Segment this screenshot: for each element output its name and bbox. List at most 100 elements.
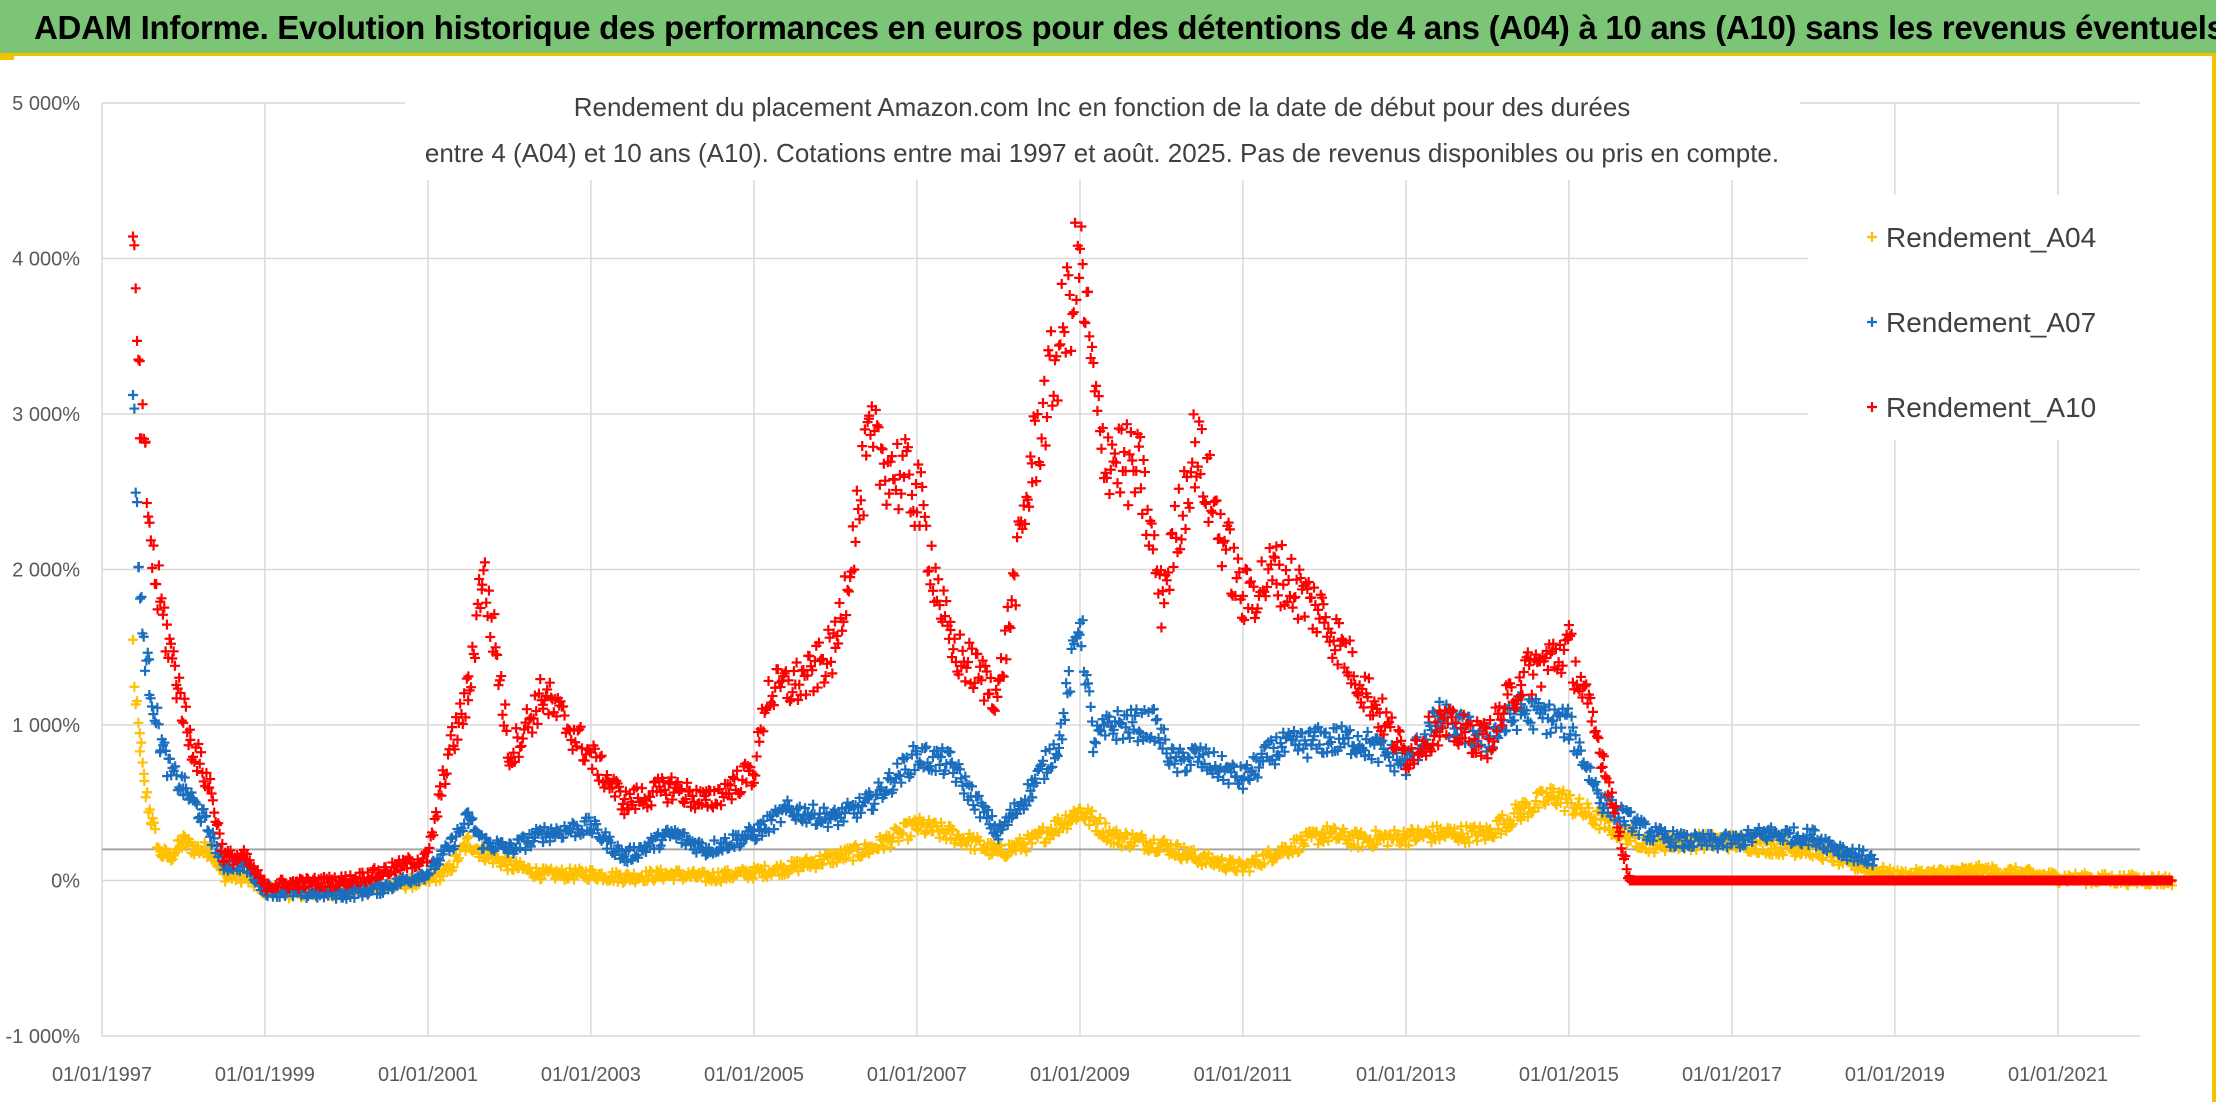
data-point bbox=[1419, 729, 1430, 740]
data-point bbox=[1514, 672, 1525, 683]
data-point bbox=[1256, 556, 1267, 567]
data-point bbox=[1032, 409, 1043, 420]
data-point bbox=[1063, 270, 1074, 281]
data-point bbox=[1616, 843, 1627, 854]
data-point bbox=[1373, 756, 1384, 767]
data-point bbox=[1043, 345, 1054, 356]
data-point bbox=[1010, 600, 1021, 611]
data-point bbox=[1540, 705, 1551, 716]
data-point bbox=[1803, 840, 1814, 851]
data-point bbox=[1457, 733, 1468, 744]
data-point bbox=[140, 436, 151, 447]
data-point bbox=[977, 655, 988, 666]
legend-label: Rendement_A04 bbox=[1886, 222, 2096, 253]
data-point bbox=[160, 745, 171, 756]
data-point bbox=[1574, 793, 1585, 804]
data-point bbox=[1382, 840, 1393, 851]
data-point bbox=[1366, 754, 1377, 765]
data-point bbox=[1158, 724, 1169, 735]
data-point bbox=[1778, 835, 1789, 846]
data-point bbox=[902, 442, 913, 453]
x-tick-label: 01/01/2007 bbox=[867, 1064, 967, 1086]
data-point bbox=[989, 820, 1000, 831]
data-point bbox=[864, 410, 875, 421]
data-point bbox=[192, 765, 203, 776]
data-point bbox=[471, 610, 482, 621]
data-point bbox=[1498, 708, 1509, 719]
data-point bbox=[1566, 628, 1577, 639]
data-point bbox=[1171, 532, 1182, 543]
data-point bbox=[283, 883, 294, 894]
data-point bbox=[1353, 690, 1364, 701]
data-point bbox=[1453, 739, 1464, 750]
data-point bbox=[954, 764, 965, 775]
data-point bbox=[1495, 714, 1506, 725]
data-point bbox=[1406, 743, 1417, 754]
data-point bbox=[1469, 733, 1480, 744]
data-point bbox=[1252, 603, 1263, 614]
data-point bbox=[921, 520, 932, 531]
data-point bbox=[935, 752, 946, 763]
data-point bbox=[967, 781, 978, 792]
data-point bbox=[1184, 753, 1195, 764]
data-point bbox=[1685, 836, 1696, 847]
data-point bbox=[1025, 785, 1036, 796]
data-point bbox=[1497, 720, 1508, 731]
data-point bbox=[435, 855, 446, 866]
data-point bbox=[206, 788, 217, 799]
data-point bbox=[754, 736, 765, 747]
data-point bbox=[132, 497, 143, 508]
data-point bbox=[923, 815, 934, 826]
data-point bbox=[1097, 423, 1108, 434]
data-point bbox=[885, 456, 896, 467]
data-point bbox=[838, 616, 849, 627]
data-point bbox=[783, 675, 794, 686]
data-point bbox=[861, 450, 872, 461]
data-point bbox=[424, 868, 435, 879]
data-point bbox=[1530, 649, 1541, 660]
data-point bbox=[501, 725, 512, 736]
data-point bbox=[1554, 639, 1565, 650]
data-point bbox=[1548, 715, 1559, 726]
data-point bbox=[868, 804, 879, 815]
data-point bbox=[996, 840, 1007, 851]
data-point bbox=[1339, 827, 1350, 838]
data-point bbox=[1261, 581, 1272, 592]
data-point bbox=[384, 869, 395, 880]
data-point bbox=[592, 824, 603, 835]
data-point bbox=[748, 769, 759, 780]
data-point bbox=[1087, 341, 1098, 352]
data-point bbox=[169, 660, 180, 671]
data-point bbox=[858, 510, 869, 521]
data-point bbox=[1482, 753, 1493, 764]
data-point bbox=[1486, 745, 1497, 756]
data-point bbox=[1309, 582, 1320, 593]
data-point bbox=[144, 517, 155, 528]
x-tick-label: 01/01/2015 bbox=[1519, 1064, 1619, 1086]
data-point bbox=[1048, 739, 1059, 750]
data-point bbox=[1575, 671, 1586, 682]
data-point bbox=[1129, 487, 1140, 498]
data-point bbox=[1525, 717, 1536, 728]
data-point bbox=[1055, 339, 1066, 350]
data-point bbox=[1509, 715, 1520, 726]
data-point bbox=[558, 701, 569, 712]
data-point bbox=[1095, 813, 1106, 824]
data-point bbox=[1157, 586, 1168, 597]
data-point bbox=[935, 817, 946, 828]
data-point bbox=[1062, 823, 1073, 834]
data-point bbox=[492, 649, 503, 660]
data-point bbox=[1248, 581, 1259, 592]
data-point bbox=[900, 434, 911, 445]
data-point bbox=[725, 780, 736, 791]
data-point bbox=[1199, 758, 1210, 769]
data-point bbox=[186, 787, 197, 798]
data-point bbox=[1138, 455, 1149, 466]
data-point bbox=[517, 733, 528, 744]
data-point bbox=[993, 675, 1004, 686]
data-point bbox=[1400, 753, 1411, 764]
data-point bbox=[395, 865, 406, 876]
data-point bbox=[437, 871, 448, 882]
data-point bbox=[1091, 380, 1102, 391]
data-point bbox=[463, 832, 474, 843]
